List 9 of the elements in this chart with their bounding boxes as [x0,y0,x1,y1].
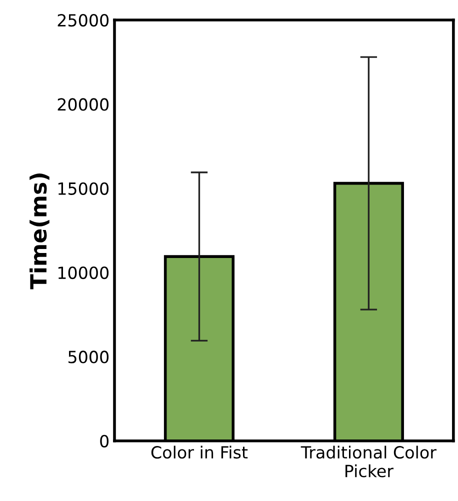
y-tick-label: 15000 [58,182,109,195]
y-tick-label: 10000 [58,266,109,280]
y-tick-label: 20000 [58,98,109,111]
y-tick-label: 0 [100,434,109,448]
y-axis-title: Time(ms) [30,174,50,290]
x-tick-label: Color in Fist [151,446,248,459]
y-tick-label: 25000 [58,14,109,27]
x-tick-label: Traditional Color Picker [300,446,436,478]
y-tick-label: 5000 [68,350,109,364]
